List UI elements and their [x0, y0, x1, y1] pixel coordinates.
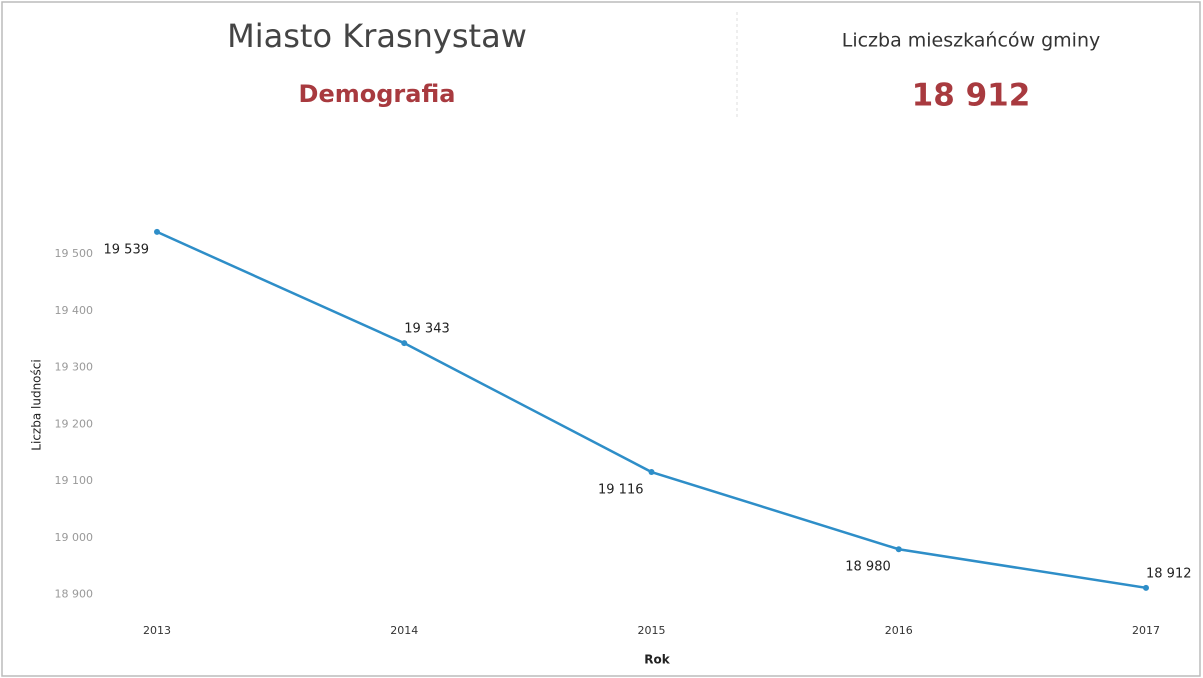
y-tick-label: 19 200 — [55, 417, 94, 430]
subtitle: Demografia — [299, 80, 456, 108]
x-tick-label: 2017 — [1132, 624, 1160, 637]
y-tick-label: 19 100 — [55, 474, 94, 487]
point — [895, 546, 902, 553]
value-label: 18 980 — [845, 560, 891, 575]
value-label: 19 539 — [104, 242, 150, 257]
line — [156, 230, 1147, 590]
x-tick-label: 2015 — [638, 624, 666, 637]
y-tick-label: 19 500 — [55, 247, 94, 260]
x-tick-label: 2014 — [390, 624, 418, 637]
x-axis-label: Rok — [644, 653, 670, 667]
point — [154, 228, 160, 235]
point — [401, 340, 408, 347]
kpi-label: Liczba mieszkańców gminy — [842, 30, 1101, 52]
y-axis-label: Liczba ludności — [30, 359, 44, 450]
value-label: 19 116 — [598, 483, 644, 498]
value-label: 19 343 — [404, 322, 450, 337]
y-tick-label: 18 900 — [55, 588, 94, 601]
y-tick-label: 19 400 — [55, 304, 94, 317]
y-tick-label: 19 300 — [55, 361, 94, 374]
point — [648, 469, 655, 476]
value-label: 18 912 — [1146, 566, 1192, 581]
point — [1143, 584, 1149, 591]
kpi-value: 18 912 — [912, 78, 1031, 114]
y-tick-label: 19 000 — [55, 531, 94, 544]
x-tick-label: 2016 — [885, 624, 913, 637]
title: Miasto Krasnystaw — [227, 17, 527, 55]
x-tick-label: 2013 — [143, 624, 171, 637]
